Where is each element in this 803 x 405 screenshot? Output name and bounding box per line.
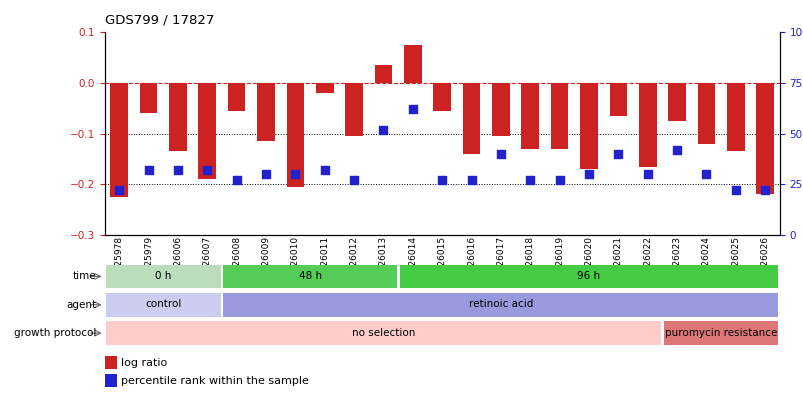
Point	[377, 126, 389, 133]
Bar	[550, 83, 568, 149]
Text: log ratio: log ratio	[121, 358, 168, 368]
Point	[611, 151, 624, 157]
Bar	[374, 65, 392, 83]
Point	[171, 167, 184, 173]
Bar	[609, 83, 626, 116]
Bar	[756, 83, 773, 194]
Bar	[227, 83, 245, 111]
Text: GDS799 / 17827: GDS799 / 17827	[104, 13, 214, 26]
Point	[435, 177, 448, 183]
Bar	[667, 83, 685, 121]
Point	[142, 167, 155, 173]
Bar	[521, 83, 539, 149]
Bar	[726, 83, 744, 151]
Point	[465, 177, 478, 183]
Text: retinoic acid: retinoic acid	[468, 299, 532, 309]
Point	[699, 171, 712, 177]
Bar	[697, 83, 715, 144]
Point	[288, 171, 301, 177]
Point	[230, 177, 243, 183]
Bar	[663, 321, 777, 345]
Point	[347, 177, 360, 183]
Point	[552, 177, 565, 183]
Bar	[140, 83, 157, 113]
Text: control: control	[145, 299, 181, 309]
Point	[670, 147, 683, 153]
Bar	[344, 83, 362, 136]
Bar	[169, 83, 186, 151]
Text: percentile rank within the sample: percentile rank within the sample	[121, 376, 309, 386]
Bar	[404, 45, 421, 83]
Bar	[104, 374, 116, 387]
Bar	[106, 321, 660, 345]
Bar	[399, 264, 777, 288]
Point	[728, 187, 741, 194]
Point	[201, 167, 214, 173]
Bar	[286, 83, 304, 187]
Point	[259, 171, 272, 177]
Bar	[463, 83, 479, 154]
Point	[758, 187, 771, 194]
Text: growth protocol: growth protocol	[14, 328, 96, 338]
Point	[641, 171, 654, 177]
Text: 0 h: 0 h	[155, 271, 171, 281]
Point	[406, 106, 418, 113]
Bar	[257, 83, 275, 141]
Text: no selection: no selection	[352, 328, 414, 338]
Bar	[106, 293, 220, 317]
Bar	[580, 83, 597, 169]
Bar	[106, 264, 220, 288]
Text: puromycin resistance: puromycin resistance	[664, 328, 777, 338]
Bar	[223, 293, 777, 317]
Bar	[223, 264, 396, 288]
Point	[524, 177, 536, 183]
Bar	[316, 83, 333, 93]
Bar	[433, 83, 450, 111]
Text: 96 h: 96 h	[577, 271, 600, 281]
Bar	[491, 83, 509, 136]
Text: time: time	[73, 271, 96, 281]
Point	[582, 171, 595, 177]
Point	[112, 187, 125, 194]
Bar	[110, 83, 128, 197]
Bar	[104, 356, 116, 369]
Bar	[198, 83, 216, 179]
Point	[318, 167, 331, 173]
Bar	[638, 83, 656, 166]
Point	[494, 151, 507, 157]
Text: 48 h: 48 h	[298, 271, 321, 281]
Text: agent: agent	[67, 300, 96, 310]
